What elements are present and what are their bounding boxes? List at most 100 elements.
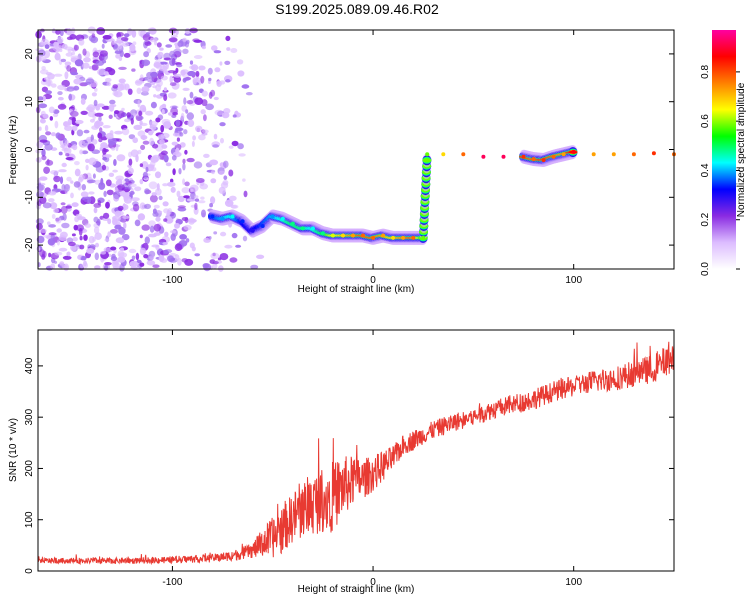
noise-speckle (93, 226, 100, 234)
noise-speckle (193, 39, 203, 43)
noise-speckle (68, 116, 76, 120)
ridge-point (651, 151, 656, 156)
noise-speckle (53, 112, 59, 118)
noise-speckle (182, 48, 189, 54)
noise-speckle (74, 59, 84, 67)
ridge-point (551, 154, 556, 159)
noise-speckle (169, 50, 176, 58)
noise-speckle (106, 189, 114, 196)
noise-speckle (105, 132, 114, 140)
noise-speckle (79, 244, 85, 250)
noise-speckle (139, 202, 146, 210)
noise-speckle (95, 242, 99, 248)
noise-speckle (119, 247, 124, 251)
y-tick-label: 300 (24, 408, 35, 425)
noise-speckle (109, 99, 116, 105)
noise-speckle (80, 256, 87, 261)
noise-speckle (112, 91, 119, 96)
noise-speckle (119, 82, 127, 91)
noise-speckle (167, 70, 176, 74)
noise-speckle (187, 70, 196, 77)
noise-speckle (178, 168, 182, 175)
noise-speckle (198, 200, 206, 204)
noise-speckle (190, 191, 196, 200)
noise-speckle (44, 44, 50, 49)
noise-speckle (158, 195, 163, 201)
noise-speckle (88, 66, 92, 70)
noise-speckle (136, 87, 142, 95)
noise-speckle (112, 84, 118, 89)
noise-speckle (237, 70, 245, 77)
noise-speckle (92, 173, 96, 179)
ridge-point (341, 233, 345, 238)
noise-speckle (104, 264, 109, 271)
noise-speckle (231, 140, 239, 147)
noise-speckle (164, 231, 169, 237)
noise-speckle (43, 166, 50, 174)
noise-speckle (162, 242, 168, 246)
noise-speckle (137, 99, 141, 108)
noise-speckle (87, 104, 96, 113)
noise-speckle (232, 114, 237, 118)
noise-speckle (171, 34, 178, 39)
noise-speckle (108, 114, 113, 120)
noise-speckle (219, 122, 226, 127)
ridge-point (401, 235, 406, 240)
noise-speckle (186, 100, 194, 105)
noise-speckle (121, 42, 130, 47)
noise-speckle (186, 157, 195, 163)
noise-speckle (229, 257, 238, 263)
noise-speckle (155, 244, 160, 251)
noise-speckle (63, 147, 72, 155)
noise-speckle (194, 97, 204, 105)
noise-speckle (54, 120, 59, 129)
noise-speckle (80, 191, 89, 198)
noise-speckle (166, 181, 176, 187)
noise-speckle (150, 71, 158, 78)
noise-speckle (112, 215, 121, 222)
noise-speckle (84, 223, 91, 228)
noise-speckle (154, 171, 162, 179)
noise-speckle (135, 154, 139, 163)
snr-x-ticks: -100 0 100 (162, 330, 582, 588)
noise-speckle (82, 48, 87, 56)
noise-speckle (101, 43, 105, 49)
noise-speckle (80, 98, 86, 105)
colorbar-tick-label: 0.2 (700, 212, 711, 226)
noise-speckle (183, 195, 190, 199)
noise-speckle (81, 184, 87, 191)
colorbar-tick-label: 0.6 (700, 114, 711, 128)
ridge-point (425, 152, 430, 157)
noise-speckle (237, 143, 244, 150)
noise-speckle (87, 110, 97, 118)
noise-speckle (91, 125, 99, 130)
noise-speckle (168, 37, 178, 43)
colorbar-ticks: 0.0 0.2 0.4 0.6 0.8 (700, 64, 740, 276)
noise-speckle (245, 92, 253, 96)
noise-speckle (53, 175, 61, 183)
noise-speckle (194, 202, 198, 211)
noise-speckle (121, 107, 125, 112)
noise-speckle (203, 114, 207, 122)
noise-speckle (131, 29, 137, 38)
noise-speckle (129, 260, 139, 267)
noise-speckle (130, 117, 134, 125)
noise-speckle (102, 147, 107, 155)
noise-speckle (79, 140, 86, 144)
noise-speckle (103, 247, 112, 253)
noise-speckle (175, 29, 179, 35)
noise-speckle (150, 101, 157, 109)
noise-speckle (74, 168, 81, 177)
noise-speckle (169, 75, 173, 84)
noise-speckle (238, 153, 246, 157)
noise-speckle (58, 151, 63, 156)
noise-speckle (60, 58, 67, 63)
noise-speckle (39, 69, 49, 75)
noise-speckle (128, 158, 133, 166)
noise-speckle (54, 251, 63, 256)
noise-speckle (88, 157, 97, 166)
noise-speckle (62, 213, 67, 221)
noise-speckle (228, 195, 237, 201)
spectrogram-marks (35, 26, 676, 272)
ridge-point (381, 233, 386, 238)
